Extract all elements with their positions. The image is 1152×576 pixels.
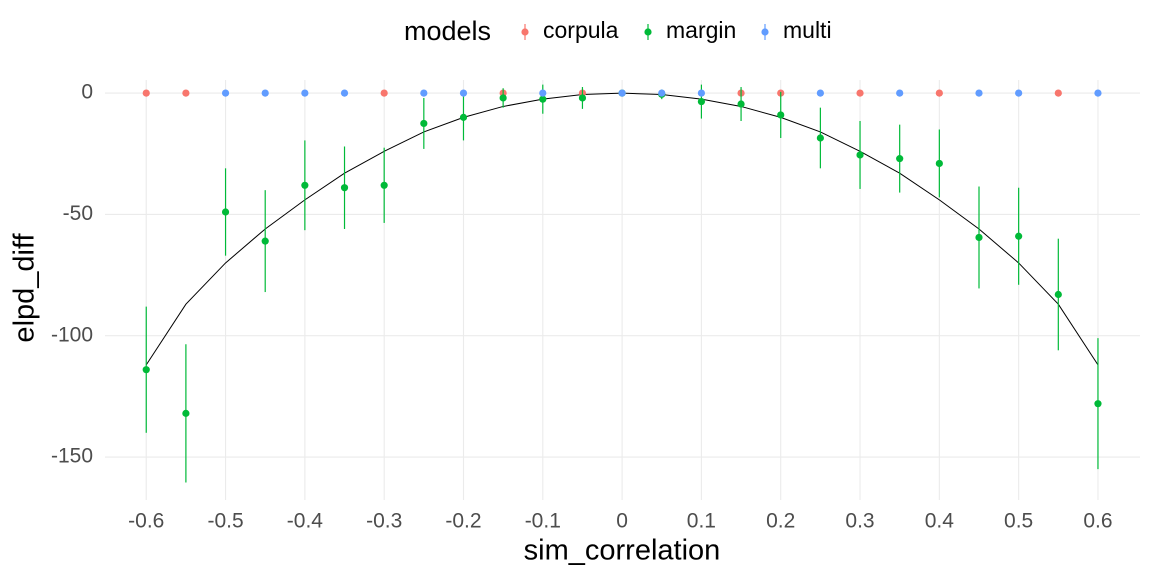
point [816, 89, 824, 97]
x-axis-title: sim_correlation [524, 535, 721, 567]
y-axis-title: elpd_diff [9, 233, 41, 343]
x-tick-label: 0.6 [1083, 510, 1112, 533]
legend-key [644, 28, 652, 36]
point [499, 94, 507, 102]
point [261, 237, 269, 245]
point [539, 95, 547, 103]
point [380, 181, 388, 189]
point [935, 89, 943, 97]
point [856, 151, 864, 159]
point [737, 100, 745, 108]
point [182, 409, 190, 417]
point [459, 89, 468, 97]
y-tick-label: -50 [63, 202, 93, 225]
point [1054, 290, 1062, 299]
point [1015, 232, 1023, 240]
point [975, 89, 983, 97]
x-tick-label: 0.3 [845, 510, 874, 533]
x-tick-label: 0.2 [766, 510, 795, 533]
point [380, 89, 388, 97]
point [340, 184, 349, 192]
legend-key [761, 28, 769, 36]
legend-label: multi [783, 17, 832, 43]
x-tick-label: -0.6 [128, 510, 164, 533]
legend-label: margin [666, 17, 736, 43]
point [301, 89, 309, 97]
point [182, 89, 190, 97]
point [856, 89, 864, 97]
point [1094, 400, 1102, 408]
point [261, 89, 269, 97]
x-tick-label: 0.1 [687, 510, 716, 533]
point [896, 155, 904, 163]
legend-title: models [404, 16, 491, 46]
point [1054, 89, 1062, 97]
point [301, 181, 309, 189]
x-tick-label: 0 [616, 510, 628, 533]
legend-key [521, 28, 529, 36]
point [618, 89, 626, 97]
x-tick-label: -0.1 [525, 510, 561, 533]
legend-label: corpula [543, 17, 619, 43]
point [142, 89, 150, 97]
point [539, 89, 547, 97]
point [777, 111, 785, 119]
point [420, 119, 428, 128]
point [578, 94, 587, 102]
point [658, 89, 666, 97]
point [1094, 89, 1102, 97]
x-tick-label: -0.3 [366, 510, 402, 533]
point [975, 233, 983, 242]
point [221, 89, 230, 97]
point [340, 89, 349, 97]
y-tick-label: 0 [81, 81, 93, 104]
point [816, 134, 824, 142]
x-tick-label: 0.5 [1004, 510, 1033, 533]
point [1015, 89, 1023, 97]
point [697, 89, 706, 97]
x-tick-label: -0.2 [445, 510, 481, 533]
point [420, 89, 428, 97]
point [459, 113, 468, 121]
x-tick-label: 0.4 [925, 510, 955, 533]
x-tick-label: -0.5 [207, 510, 243, 533]
point [697, 97, 706, 106]
point [142, 366, 150, 374]
point [935, 159, 943, 168]
point [221, 208, 230, 216]
y-tick-label: -150 [51, 445, 93, 468]
x-tick-label: -0.4 [287, 510, 324, 533]
point [896, 89, 904, 97]
y-tick-label: -100 [51, 323, 93, 346]
